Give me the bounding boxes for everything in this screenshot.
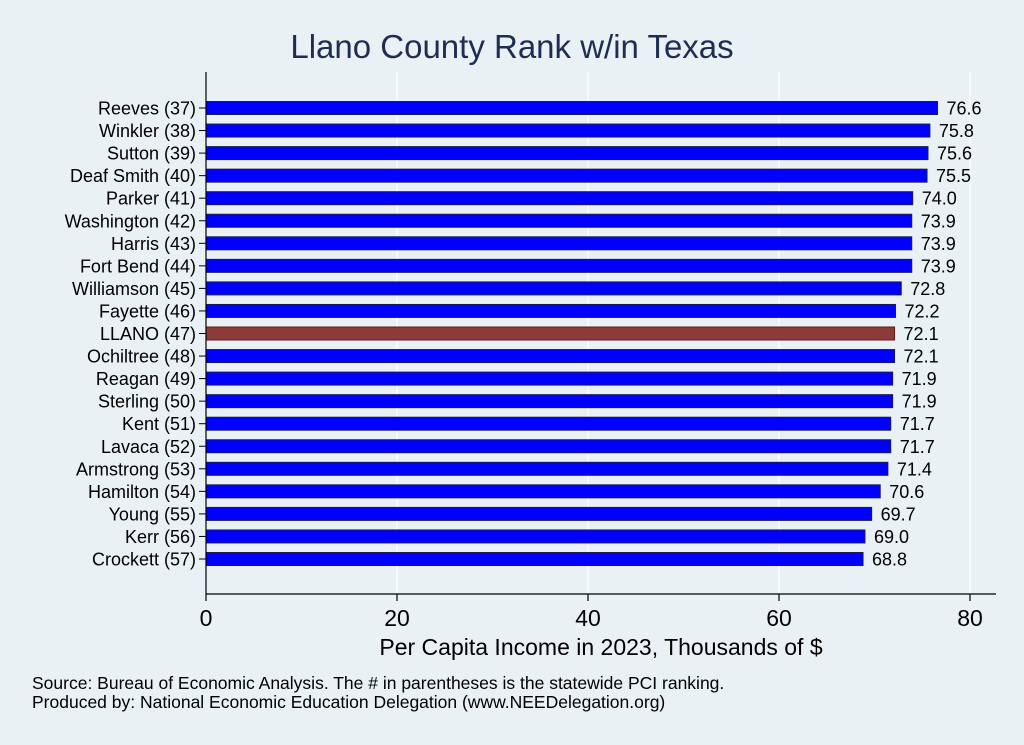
category-label: Deaf Smith (40) [70, 166, 196, 186]
bar [205, 416, 892, 431]
category-label: Williamson (45) [72, 279, 196, 299]
value-label: 75.6 [937, 144, 972, 164]
bar [205, 349, 896, 364]
value-label: 75.8 [939, 121, 974, 141]
value-label: 71.9 [902, 369, 937, 389]
category-label: Reeves (37) [98, 99, 196, 119]
value-label: 76.6 [947, 99, 982, 119]
value-label: 73.9 [921, 234, 956, 254]
bar [205, 101, 939, 115]
value-label: 69.0 [874, 527, 909, 547]
bar [205, 258, 913, 273]
bar [205, 394, 894, 409]
category-label: Fort Bend (44) [80, 256, 196, 276]
value-label: 71.7 [900, 437, 935, 457]
chart-title: Llano County Rank w/in Texas [290, 28, 734, 65]
bar [205, 461, 889, 476]
x-tick-label: 60 [766, 605, 792, 631]
category-label: Sutton (39) [107, 144, 196, 164]
bar [205, 236, 913, 251]
value-label: 72.8 [910, 279, 945, 299]
category-label: Washington (42) [65, 211, 196, 231]
value-label: 72.2 [905, 301, 940, 321]
bar-highlight [205, 326, 896, 341]
bar [205, 371, 894, 386]
x-tick-label: 20 [384, 605, 410, 631]
category-label: Harris (43) [111, 234, 196, 254]
x-ticks: 0 20 40 60 80 [200, 594, 983, 631]
value-label: 72.1 [904, 347, 939, 367]
bar [205, 168, 928, 183]
value-labels: 76.675.875.675.574.073.973.973.972.872.2… [872, 99, 982, 570]
bar [205, 146, 929, 161]
bar [205, 123, 931, 138]
bar [205, 213, 913, 228]
bar [205, 281, 902, 296]
value-label: 69.7 [881, 504, 916, 524]
value-label: 70.6 [889, 482, 924, 502]
category-label: Winkler (38) [99, 121, 196, 141]
bar [205, 303, 897, 318]
category-label: Lavaca (52) [101, 437, 196, 457]
category-label: Kent (51) [122, 414, 196, 434]
bar [205, 191, 914, 206]
value-label: 71.4 [897, 459, 932, 479]
x-tick-label: 0 [200, 605, 213, 631]
category-label: Reagan (49) [96, 369, 196, 389]
value-label: 75.5 [936, 166, 971, 186]
category-label: Ochiltree (48) [87, 347, 196, 367]
category-label: Parker (41) [106, 189, 196, 209]
value-label: 74.0 [922, 189, 957, 209]
category-label: Young (55) [109, 504, 196, 524]
source-note: Source: Bureau of Economic Analysis. The… [32, 673, 725, 693]
value-label: 73.9 [921, 211, 956, 231]
x-tick-label: 40 [575, 605, 601, 631]
category-label: Sterling (50) [98, 392, 196, 412]
x-axis-title: Per Capita Income in 2023, Thousands of … [379, 634, 823, 660]
category-label: Kerr (56) [125, 527, 196, 547]
category-labels: Reeves (37)Winkler (38) Sutton (39)Deaf S… [65, 99, 206, 570]
bar [205, 552, 864, 566]
value-label: 68.8 [872, 550, 907, 570]
x-tick-label: 80 [957, 605, 983, 631]
bar [205, 439, 892, 454]
bars [205, 101, 939, 566]
bar [205, 506, 873, 521]
bar [205, 484, 881, 499]
category-label: Hamilton (54) [88, 482, 196, 502]
category-label: Armstrong (53) [76, 459, 196, 479]
value-label: 72.1 [904, 324, 939, 344]
value-label: 71.9 [902, 392, 937, 412]
category-label: LLANO (47) [100, 324, 196, 344]
category-label: Fayette (46) [99, 301, 196, 321]
value-label: 71.7 [900, 414, 935, 434]
category-label: Crockett (57) [92, 550, 196, 570]
producer-note: Produced by: National Economic Education… [32, 692, 666, 712]
bar [205, 529, 866, 544]
value-label: 73.9 [921, 256, 956, 276]
